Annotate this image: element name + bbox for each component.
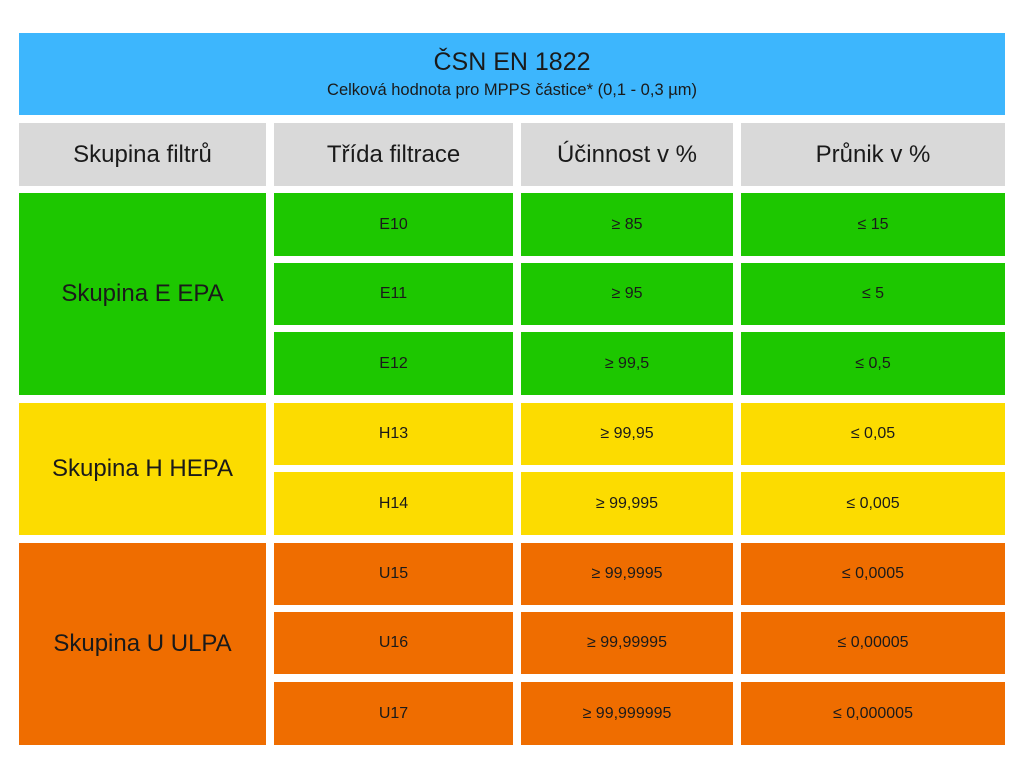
table-title: ČSN EN 1822 [433, 48, 591, 77]
penetration-cell: ≤ 5 [741, 263, 1005, 325]
efficiency-cell: ≥ 99,5 [521, 332, 733, 395]
group-e-epa: Skupina E EPA [19, 193, 266, 395]
efficiency-cell: ≥ 99,99995 [521, 612, 733, 674]
penetration-cell: ≤ 0,0005 [741, 543, 1005, 605]
class-cell: H14 [274, 472, 513, 535]
title-banner: ČSN EN 1822 Celková hodnota pro MPPS čás… [19, 33, 1005, 115]
class-cell: E11 [274, 263, 513, 325]
penetration-cell: ≤ 15 [741, 193, 1005, 256]
efficiency-cell: ≥ 99,95 [521, 403, 733, 465]
efficiency-cell: ≥ 95 [521, 263, 733, 325]
efficiency-cell: ≥ 99,999995 [521, 682, 733, 745]
efficiency-cell: ≥ 99,995 [521, 472, 733, 535]
penetration-cell: ≤ 0,05 [741, 403, 1005, 465]
group-u-ulpa: Skupina U ULPA [19, 543, 266, 745]
column-header-class: Třída filtrace [274, 123, 513, 186]
column-header-group: Skupina filtrů [19, 123, 266, 186]
class-cell: H13 [274, 403, 513, 465]
column-header-efficiency: Účinnost v % [521, 123, 733, 186]
penetration-cell: ≤ 0,005 [741, 472, 1005, 535]
class-cell: E10 [274, 193, 513, 256]
penetration-cell: ≤ 0,5 [741, 332, 1005, 395]
table-subtitle: Celková hodnota pro MPPS částice* (0,1 -… [327, 80, 697, 99]
class-cell: E12 [274, 332, 513, 395]
penetration-cell: ≤ 0,000005 [741, 682, 1005, 745]
efficiency-cell: ≥ 99,9995 [521, 543, 733, 605]
class-cell: U17 [274, 682, 513, 745]
class-cell: U15 [274, 543, 513, 605]
column-header-penetration: Průnik v % [741, 123, 1005, 186]
class-cell: U16 [274, 612, 513, 674]
penetration-cell: ≤ 0,00005 [741, 612, 1005, 674]
efficiency-cell: ≥ 85 [521, 193, 733, 256]
group-h-hepa: Skupina H HEPA [19, 403, 266, 535]
